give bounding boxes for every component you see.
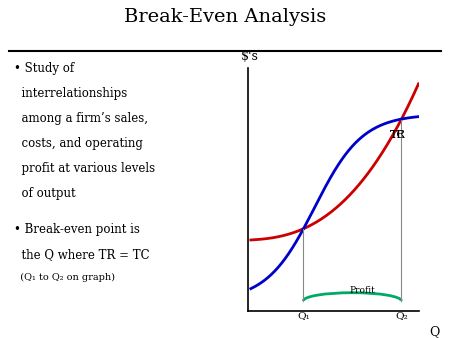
Text: of output: of output [14,187,76,200]
Text: costs, and operating: costs, and operating [14,137,143,150]
Text: among a firm’s sales,: among a firm’s sales, [14,112,148,125]
Text: Break-Even Analysis: Break-Even Analysis [124,8,326,26]
Text: the Q where TR = TC: the Q where TR = TC [14,248,149,261]
Text: $'s: $'s [241,50,259,63]
Text: TC: TC [390,130,406,140]
Text: Q₂: Q₂ [395,311,408,320]
Text: Q: Q [429,325,439,338]
Text: • Study of: • Study of [14,63,74,75]
Text: • Break-even point is: • Break-even point is [14,223,140,236]
Text: interrelationships: interrelationships [14,87,127,100]
Text: (Q₁ to Q₂ on graph): (Q₁ to Q₂ on graph) [14,273,115,282]
Text: TR: TR [390,130,406,141]
Text: profit at various levels: profit at various levels [14,162,155,175]
Text: Q₁: Q₁ [297,311,310,320]
Text: Profit: Profit [349,286,375,295]
